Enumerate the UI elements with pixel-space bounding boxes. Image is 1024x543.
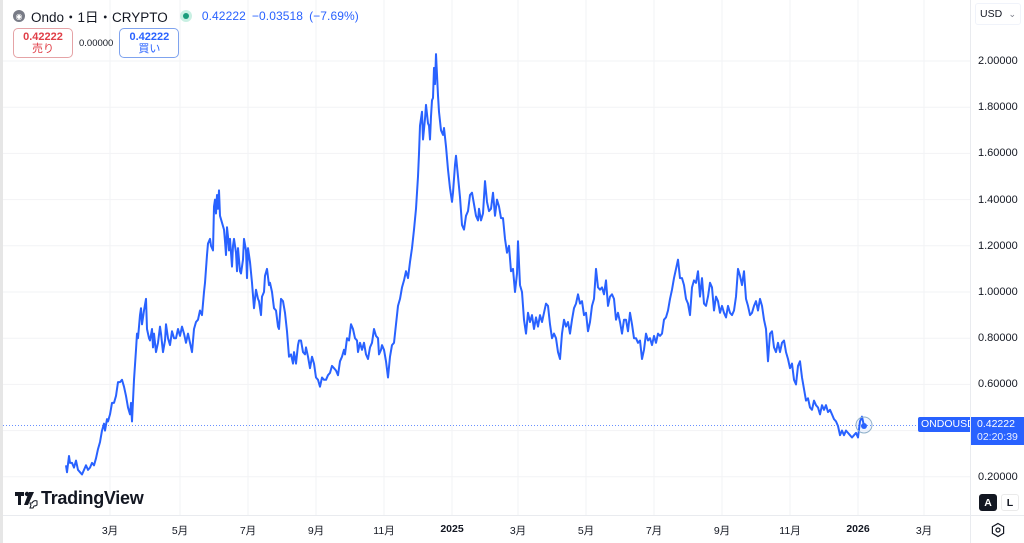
- log-scale-button[interactable]: L: [1001, 494, 1019, 511]
- symbol-price-tag: ONDOUSD: [918, 417, 978, 432]
- currency-selector[interactable]: USD ⌄: [975, 3, 1021, 25]
- sell-label: 売り: [32, 43, 54, 55]
- time-axis-year-label: 2025: [440, 523, 464, 535]
- trade-panel: 0.42222 売り 0.00000 0.42222 買い: [13, 28, 180, 58]
- sell-price: 0.42222: [23, 31, 63, 43]
- chevron-down-icon: ⌄: [1008, 8, 1016, 19]
- price-axis-label: 1.20000: [978, 239, 1018, 252]
- buy-button[interactable]: 0.42222 買い: [119, 28, 180, 58]
- tradingview-logo-icon: [15, 491, 38, 508]
- buy-price: 0.42222: [129, 31, 170, 43]
- time-axis-month-label: 3月: [915, 525, 933, 537]
- legend-values: 0.42222 −0.03518 (−7.69%): [202, 9, 365, 23]
- currency-label: USD: [980, 8, 1003, 20]
- price-axis-label: 1.40000: [978, 193, 1018, 206]
- time-axis-month-label: 11月: [779, 525, 801, 537]
- price-axis-label: 1.00000: [978, 286, 1018, 298]
- time-axis-month-label: 11月: [373, 525, 395, 537]
- bar-countdown: 02:20:39: [977, 431, 1018, 443]
- time-axis-month-label: 7月: [645, 525, 663, 537]
- last-price-label: 0.42222: [977, 418, 1015, 430]
- time-axis-month-label: 5月: [171, 525, 189, 537]
- price-series-line[interactable]: [65, 53, 865, 476]
- last-price: 0.42222: [201, 9, 246, 23]
- time-axis[interactable]: 3月 5月 7月 9月 11月 2025 3月 5月 7月 9月 11月 2026 3月: [3, 515, 970, 543]
- buy-label: 買い: [138, 43, 161, 55]
- sell-button[interactable]: 0.42222 売り: [13, 28, 73, 58]
- last-point-dot: [861, 422, 867, 429]
- price-axis-label: 2.00000: [978, 55, 1018, 67]
- price-line-chart[interactable]: [3, 0, 970, 515]
- price-change: −0.03518: [251, 9, 304, 23]
- auto-scale-button[interactable]: A: [979, 494, 997, 511]
- symbol-legend: ◉ Ondo・1日・CRYPTO 0.42222 −0.03518 (−7.69%): [13, 6, 365, 26]
- time-axis-year-label: 2026: [846, 523, 870, 535]
- axis-settings-corner: [970, 515, 1024, 543]
- last-price-tag: 0.42222 02:20:39: [971, 417, 1024, 445]
- chart-plot-area[interactable]: ◉ Ondo・1日・CRYPTO 0.42222 −0.03518 (−7.69%)…: [3, 0, 978, 515]
- symbol-title[interactable]: Ondo・1日・CRYPTO: [31, 10, 168, 25]
- settings-gear-icon[interactable]: [990, 522, 1006, 538]
- tradingview-logo[interactable]: TradingView: [15, 488, 144, 509]
- price-axis-label: 0.60000: [978, 378, 1018, 391]
- time-axis-month-label: 9月: [307, 525, 325, 537]
- price-axis-label: 1.80000: [978, 101, 1018, 114]
- time-axis-month-label: 7月: [239, 525, 257, 537]
- scale-mode-buttons: A L: [979, 494, 1019, 511]
- spread-value: 0.00000: [79, 37, 114, 49]
- tradingview-logo-text: TradingView: [41, 488, 144, 508]
- ondo-coin-icon[interactable]: ◉: [13, 10, 25, 22]
- price-axis-label: 0.80000: [978, 332, 1018, 345]
- price-change-percent: (−7.69%): [309, 9, 359, 23]
- price-axis[interactable]: USD ⌄ 2.00000 1.80000 1.60000 1.40000 1.2000…: [970, 0, 1024, 515]
- time-axis-month-label: 5月: [577, 525, 595, 537]
- price-axis-label: 1.60000: [978, 147, 1018, 160]
- time-axis-month-label: 3月: [101, 525, 119, 537]
- time-axis-month-label: 3月: [509, 525, 527, 537]
- market-open-status-icon: [179, 10, 192, 22]
- time-axis-month-label: 9月: [713, 525, 731, 537]
- price-axis-label: 0.20000: [978, 470, 1018, 483]
